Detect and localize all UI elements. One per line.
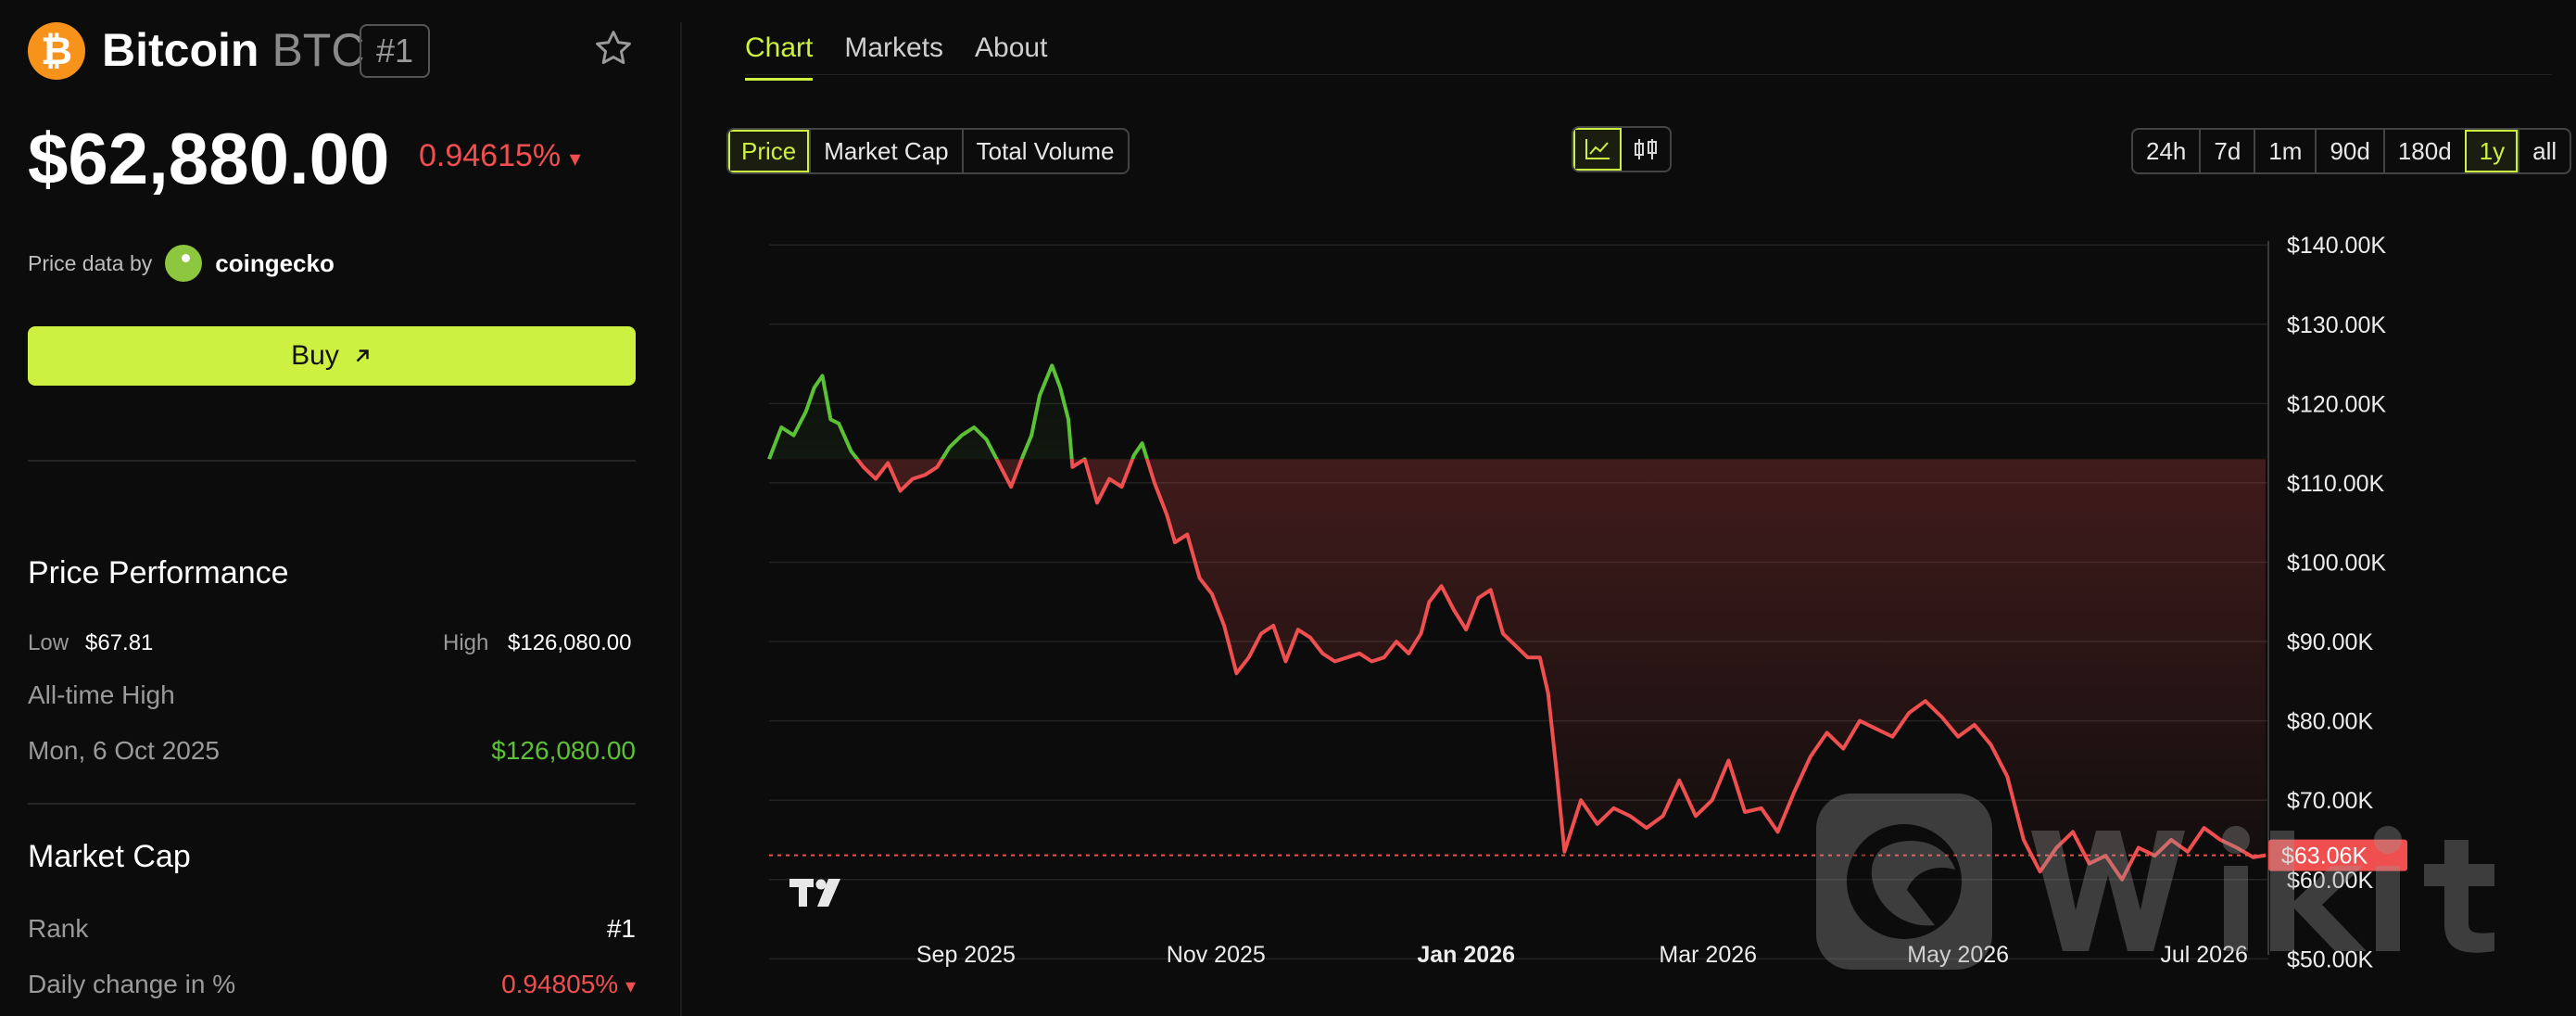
- x-tick-label: Nov 2025: [1167, 942, 1266, 968]
- watermark-logo-icon: [1816, 794, 2557, 974]
- market-cap-title: Market Cap: [28, 839, 191, 874]
- coin-name: Bitcoin BTC: [102, 24, 365, 76]
- y-tick-label: $100.00K: [2287, 550, 2386, 576]
- y-tick-label: $60.00K: [2287, 868, 2373, 894]
- chart-area-fill: [769, 365, 2266, 880]
- y-tick-label: $50.00K: [2287, 946, 2373, 972]
- x-tick-label: Jul 2026: [2160, 942, 2248, 968]
- range-24h-button[interactable]: 24h: [2146, 137, 2187, 165]
- x-tick-label: May 2026: [1907, 942, 2009, 968]
- divider: [28, 460, 636, 462]
- tradingview-logo-icon: [789, 877, 851, 913]
- daily-change-value: 0.94805% ▾: [501, 970, 636, 998]
- x-tick-label: Jan 2026: [1417, 942, 1515, 968]
- area-fill-above: [769, 365, 1147, 460]
- current-price-tag: [2268, 839, 2407, 871]
- chart-type-toggle: [1572, 126, 1672, 172]
- tab-divider: [745, 74, 2552, 75]
- coingecko-link[interactable]: coingecko: [215, 249, 335, 277]
- range-90d-button[interactable]: 90d: [2315, 130, 2382, 172]
- x-tick-label: Sep 2025: [916, 942, 1016, 968]
- down-triangle-icon: ▾: [569, 146, 581, 171]
- price-metric-button[interactable]: Price: [728, 130, 810, 172]
- range-1m-button[interactable]: 1m: [2254, 130, 2315, 172]
- y-axis-labels: $50.00K $60.00K $70.00K $80.00K $90.00K $100.…: [2287, 233, 2386, 972]
- y-tick-label: $140.00K: [2287, 233, 2386, 259]
- coin-symbol: BTC: [271, 24, 365, 76]
- tab-chart[interactable]: Chart: [745, 28, 814, 81]
- price-source: Price data by coingecko: [28, 245, 335, 282]
- series-line-up: [767, 363, 1150, 460]
- ath-date: Mon, 6 Oct 2025: [28, 736, 221, 765]
- divider: [28, 803, 636, 805]
- down-triangle-icon: ▾: [625, 974, 636, 997]
- y-tick-label: $120.00K: [2287, 391, 2386, 417]
- y-tick-label: $70.00K: [2287, 788, 2373, 814]
- metric-selector: Price Market Cap Total Volume: [726, 128, 1130, 174]
- rank-badge: #1: [360, 24, 431, 78]
- tab-bar: Chart Markets About: [745, 28, 1047, 81]
- tab-about[interactable]: About: [975, 32, 1048, 63]
- range-7d-button[interactable]: 7d: [2199, 130, 2254, 172]
- tab-markets[interactable]: Markets: [844, 32, 944, 63]
- line-chart-icon[interactable]: [1573, 128, 1622, 171]
- x-axis-labels: Sep 2025 Nov 2025 Jan 2026 Mar 2026 May 2026…: [916, 942, 2248, 968]
- y-tick-label: $90.00K: [2287, 629, 2373, 655]
- high-value: $126,080.00: [508, 630, 632, 655]
- area-fill-below: [769, 459, 2266, 880]
- daily-change-label: Daily change in %: [28, 970, 236, 998]
- star-icon[interactable]: [593, 28, 634, 69]
- range-1y-button[interactable]: 1y: [2464, 130, 2519, 172]
- series-line-down: [768, 459, 2267, 882]
- y-tick-label: $110.00K: [2287, 471, 2385, 497]
- market-cap-metric-button[interactable]: Market Cap: [809, 130, 961, 172]
- rank-value: #1: [606, 914, 636, 943]
- ath-label: All-time High: [28, 680, 175, 709]
- bitcoin-logo-icon: ₿: [28, 22, 85, 80]
- low-value: $67.81: [85, 630, 154, 655]
- current-price-label: $63.06K: [2281, 844, 2368, 870]
- ath-value: $126,080.00: [491, 736, 636, 765]
- price-change: 0.94615% ▾: [419, 138, 581, 173]
- x-tick-label: Mar 2026: [1659, 942, 1757, 968]
- time-range-selector: 24h 7d 1m 90d 180d 1y all: [2131, 128, 2572, 174]
- chart-price-line: [767, 363, 2267, 882]
- candlestick-chart-icon[interactable]: [1622, 128, 1670, 171]
- rank-label: Rank: [28, 914, 89, 943]
- coingecko-logo-icon: [165, 245, 203, 282]
- price-performance-title: Price Performance: [28, 555, 289, 591]
- high-label: High: [443, 630, 489, 655]
- buy-button[interactable]: Buy: [28, 326, 636, 386]
- arrow-up-right-icon: [356, 349, 369, 362]
- panel-separator: [680, 22, 682, 1016]
- low-label: Low: [28, 630, 69, 655]
- y-tick-label: $80.00K: [2287, 709, 2373, 735]
- current-price: $62,880.00: [28, 118, 390, 199]
- range-all-button[interactable]: all: [2518, 130, 2570, 172]
- range-180d-button[interactable]: 180d: [2382, 130, 2465, 172]
- total-volume-metric-button[interactable]: Total Volume: [961, 130, 1128, 172]
- price-chart[interactable]: $50.00K $60.00K $70.00K $80.00K $90.00K $100.…: [741, 213, 2557, 983]
- current-price-marker: $63.06K: [769, 839, 2407, 871]
- y-tick-label: $130.00K: [2287, 312, 2386, 338]
